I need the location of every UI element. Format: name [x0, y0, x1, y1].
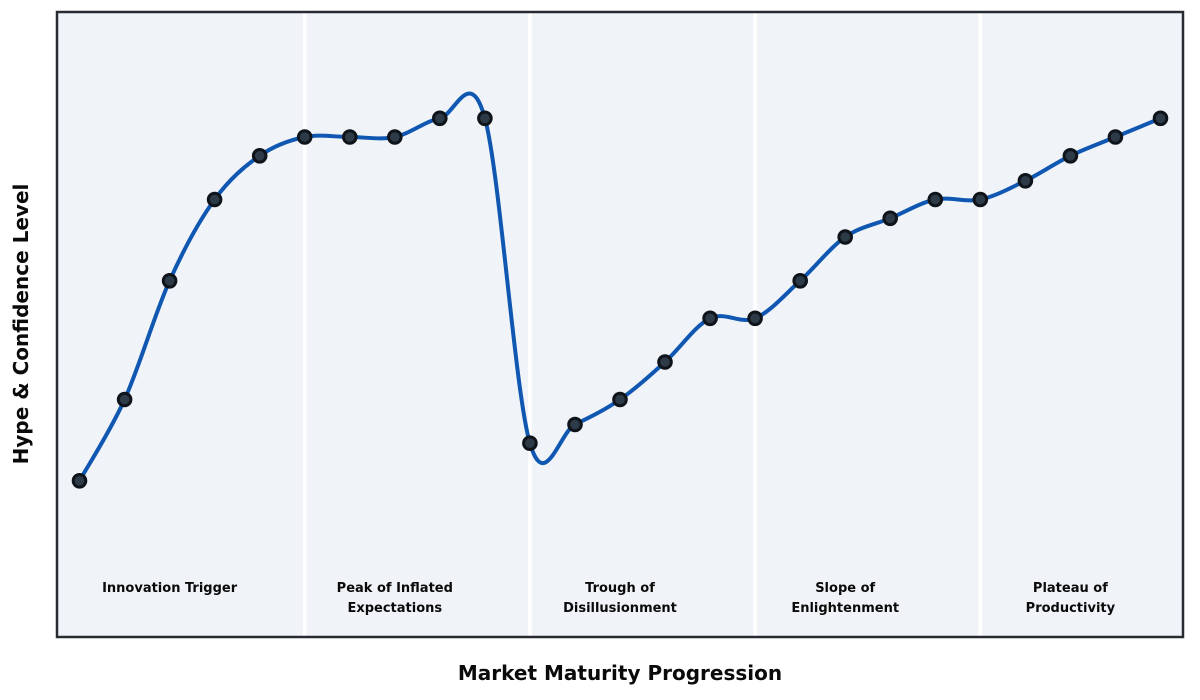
data-point-marker [657, 354, 673, 370]
phase-label-line: Disillusionment [563, 601, 677, 616]
data-point-marker [116, 391, 133, 408]
data-point-marker [927, 191, 944, 208]
data-point-marker [71, 473, 88, 489]
plot-area [57, 12, 1183, 637]
phase-label: Peak of Inflated Expectations [337, 581, 453, 616]
plot-frame [55, 10, 1185, 639]
data-point-marker [522, 435, 538, 452]
data-point-marker [251, 148, 268, 164]
data-point-marker [792, 273, 809, 289]
data-point-marker [702, 310, 718, 327]
phase-label-line: Enlightenment [791, 601, 899, 616]
phase-label-line: Innovation Trigger [102, 581, 238, 596]
phase-label: Plateau of Productivity [1026, 581, 1116, 616]
data-point-marker [1152, 110, 1169, 127]
data-point-marker [387, 129, 403, 145]
phase-label: Slope of Enlightenment [791, 581, 899, 616]
phase-label-line: Plateau of [1033, 581, 1108, 596]
data-point-marker [972, 191, 989, 208]
data-point-marker [432, 110, 448, 127]
phase-label-line: Peak of Inflated [337, 581, 453, 596]
data-point-marker [477, 110, 493, 127]
phase-label-line: Trough of [585, 581, 655, 596]
data-point-marker [206, 191, 223, 208]
data-point-marker [882, 210, 899, 227]
phase-label-line: Productivity [1026, 601, 1116, 616]
data-point-marker [1017, 173, 1034, 189]
data-point-marker [567, 416, 583, 433]
phase-label-line: Slope of [815, 581, 875, 596]
data-point-marker [296, 129, 313, 145]
hype-curve [77, 91, 1163, 483]
phase-label-line: Expectations [347, 601, 442, 616]
data-point-marker [161, 273, 178, 289]
data-point-marker [1062, 148, 1079, 164]
phase-label: Trough of Disillusionment [563, 581, 677, 616]
data-point-marker [747, 310, 763, 327]
data-point-marker [612, 391, 628, 408]
data-point-marker [342, 129, 358, 145]
phase-label: Innovation Trigger [102, 581, 238, 596]
data-point-marker [837, 229, 854, 245]
data-point-marker [1107, 129, 1124, 145]
